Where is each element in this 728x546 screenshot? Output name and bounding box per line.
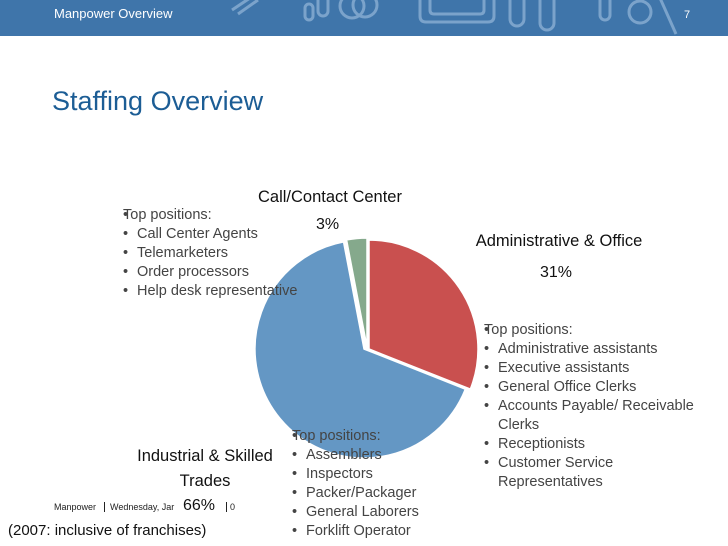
slice-percent-call-center: 3% — [316, 216, 340, 233]
industrial-position-item: Inspectors — [292, 465, 419, 484]
admin-position-item: Administrative assistants — [484, 340, 720, 359]
footer-divider — [104, 502, 105, 512]
header-bar: Manpower Overview 7 — [0, 0, 728, 36]
header-title: Manpower Overview — [54, 6, 173, 21]
slice-percent-industrial: 66% — [183, 497, 216, 514]
page-number: 7 — [684, 9, 691, 21]
admin-positions: Top positions: Administrative assistants… — [484, 321, 720, 492]
admin-position-item: Accounts Payable/ Receivable Clerks — [484, 397, 720, 435]
industrial-position-item: Forklift Operator — [292, 522, 419, 541]
industrial-positions: Top positions: Assemblers Inspectors Pac… — [292, 427, 419, 541]
admin-position-item: General Office Clerks — [484, 378, 720, 397]
call-center-positions-heading: Top positions: — [123, 206, 297, 225]
industrial-position-item: General Laborers — [292, 503, 419, 522]
footnote: (2007: inclusive of franchises) — [8, 522, 207, 539]
pie-slice-admin — [368, 239, 479, 391]
footer-date: Wednesday, Jar — [110, 502, 175, 512]
call-center-position-item: Help desk representative — [123, 282, 297, 301]
header-decoration — [231, 0, 678, 35]
slice-percent-admin: 31% — [540, 264, 573, 281]
admin-positions-heading: Top positions: — [484, 321, 720, 340]
footer-page: 0 — [230, 502, 236, 512]
industrial-position-item: Assemblers — [292, 446, 419, 465]
admin-position-item: Receptionists — [484, 435, 720, 454]
pie-slice-call-center — [345, 237, 368, 348]
slide-title: Staffing Overview — [52, 86, 264, 116]
footer-divider — [226, 502, 227, 512]
slice-label-industrial: Industrial & Skilled Trades — [137, 447, 273, 490]
industrial-position-item: Packer/Packager — [292, 484, 419, 503]
slice-label-admin: Administrative & Office — [475, 232, 643, 250]
call-center-positions: Top positions: Call Center Agents Telema… — [123, 206, 297, 301]
footer-company: Manpower — [54, 502, 97, 512]
slice-label-call-center: Call/Contact Center — [258, 188, 402, 206]
admin-position-item: Executive assistants — [484, 359, 720, 378]
call-center-position-item: Order processors — [123, 263, 297, 282]
call-center-position-item: Telemarketers — [123, 244, 297, 263]
call-center-position-item: Call Center Agents — [123, 225, 297, 244]
industrial-positions-heading: Top positions: — [292, 427, 419, 446]
admin-position-item: Customer Service Representatives — [484, 454, 720, 492]
